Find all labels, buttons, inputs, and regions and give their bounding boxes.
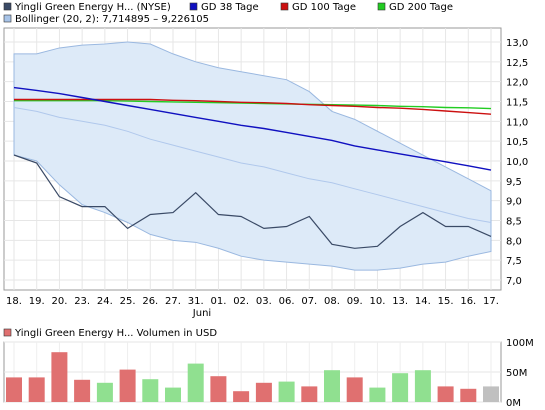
legend-label-gd38: GD 38 Tage — [201, 2, 259, 13]
x-tick-label: 03. — [256, 296, 272, 307]
volume-bar — [392, 373, 409, 402]
volume-bar — [324, 370, 340, 402]
bollinger-middle-line — [13, 107, 492, 223]
volume-plot: 100M 50M 0M — [3, 338, 534, 409]
price-y-tick-label: 13,0 — [506, 38, 528, 49]
x-tick-label: 31. — [188, 296, 204, 307]
price-y-tick-label: 8,0 — [506, 236, 522, 247]
price-legend: Yingli Green Energy H... (NYSE) GD 38 Ta… — [3, 2, 453, 25]
legend-swatch-price — [3, 2, 12, 11]
x-tick-label: 08. — [324, 296, 340, 307]
volume-bar — [437, 386, 454, 402]
legend-item-bollinger: Bollinger (20, 2): 7,714895 – 9,226105 — [3, 14, 209, 25]
x-tick-label: 14. — [415, 296, 431, 307]
x-tick-label: 06. — [279, 296, 295, 307]
x-tick-label: 07. — [301, 296, 317, 307]
price-plot: 13,0 12,5 12,0 11,5 11,0 10,5 10,0 9,5 9,0 8,5 8,0… — [3, 27, 528, 319]
legend-label-gd100: GD 100 Tage — [292, 2, 356, 13]
volume-bar — [255, 382, 272, 402]
x-axis: 18. 19. 20. 23. 24. 25. 26. 27. 31. 01. 02. 03. 06. 0… — [6, 296, 499, 307]
x-tick-label: 01. — [210, 296, 226, 307]
volume-bar — [119, 369, 136, 402]
x-tick-label: 09. — [347, 296, 363, 307]
legend-swatch-gd200 — [377, 2, 386, 11]
volume-bars — [6, 352, 499, 402]
volume-bar — [142, 379, 159, 402]
price-y-tick-label: 12,5 — [506, 58, 528, 69]
volume-bar — [460, 388, 477, 402]
volume-bar — [6, 377, 22, 402]
volume-bar — [165, 387, 181, 402]
volume-bar — [74, 379, 91, 402]
legend-swatch-bollinger — [3, 14, 12, 23]
x-tick-label: 17. — [483, 296, 499, 307]
price-y-tick-label: 9,0 — [506, 197, 522, 208]
legend-item-gd200: GD 200 Tage — [377, 2, 453, 13]
volume-bar — [187, 363, 204, 402]
volume-bar — [51, 352, 68, 402]
volume-y-tick-label: 50M — [506, 368, 527, 379]
volume-y-tick-label: 0M — [506, 398, 521, 409]
x-tick-label: 23. — [74, 296, 90, 307]
price-y-tick-label: 12,0 — [506, 78, 528, 89]
legend-label-gd200: GD 200 Tage — [389, 2, 453, 13]
volume-bar — [28, 377, 45, 402]
x-tick-label: 24. — [97, 296, 113, 307]
x-tick-label: 20. — [51, 296, 67, 307]
x-tick-label: 25. — [120, 296, 136, 307]
volume-y-axis: 100M 50M 0M — [506, 338, 534, 409]
x-tick-label: 15. — [438, 296, 454, 307]
gd200-line — [14, 99, 492, 110]
legend-item-gd38: GD 38 Tage — [189, 2, 259, 13]
volume-legend: Yingli Green Energy H... Volumen in USD — [3, 328, 217, 339]
x-tick-label: 27. — [165, 296, 181, 307]
volume-bar — [210, 376, 227, 402]
price-y-tick-label: 10,5 — [506, 137, 528, 148]
volume-bar — [233, 391, 250, 402]
volume-bar — [483, 386, 499, 402]
x-tick-label: 10. — [369, 296, 385, 307]
x-tick-label: 13. — [392, 296, 408, 307]
month-label: Juni — [192, 308, 211, 319]
x-tick-label: 26. — [142, 296, 158, 307]
price-y-tick-label: 11,5 — [506, 98, 528, 109]
legend-label-price: Yingli Green Energy H... (NYSE) — [14, 2, 171, 13]
legend-swatch-gd38 — [189, 2, 198, 11]
x-tick-label: 19. — [29, 296, 45, 307]
x-tick-label: 16. — [460, 296, 476, 307]
volume-bar — [96, 382, 113, 402]
x-tick-label: 18. — [6, 296, 22, 307]
price-y-tick-label: 7,5 — [506, 256, 522, 267]
volume-y-tick-label: 100M — [506, 338, 534, 349]
price-y-tick-label: 7,0 — [506, 276, 522, 287]
volume-bar — [369, 387, 386, 402]
legend-swatch-gd100 — [280, 2, 289, 11]
volume-bar — [346, 377, 363, 402]
gd38-line — [13, 86, 492, 171]
volume-bar — [301, 386, 318, 402]
legend-item-gd100: GD 100 Tage — [280, 2, 356, 13]
price-line — [13, 154, 492, 249]
price-y-tick-label: 9,5 — [506, 177, 522, 188]
volume-bar — [278, 381, 295, 402]
legend-item-price: Yingli Green Energy H... (NYSE) — [3, 2, 171, 13]
legend-swatch-volume — [3, 328, 12, 337]
price-y-axis: 13,0 12,5 12,0 11,5 11,0 10,5 10,0 9,5 9,0 8,5 8,0… — [506, 38, 528, 287]
x-tick-label: 02. — [233, 296, 249, 307]
price-y-tick-label: 10,0 — [506, 157, 528, 168]
legend-label-volume: Yingli Green Energy H... Volumen in USD — [14, 328, 217, 339]
price-y-tick-label: 8,5 — [506, 217, 522, 228]
legend-label-bollinger: Bollinger (20, 2): 7,714895 – 9,226105 — [15, 14, 209, 25]
volume-bar — [414, 370, 431, 402]
price-y-tick-label: 11,0 — [506, 117, 528, 128]
